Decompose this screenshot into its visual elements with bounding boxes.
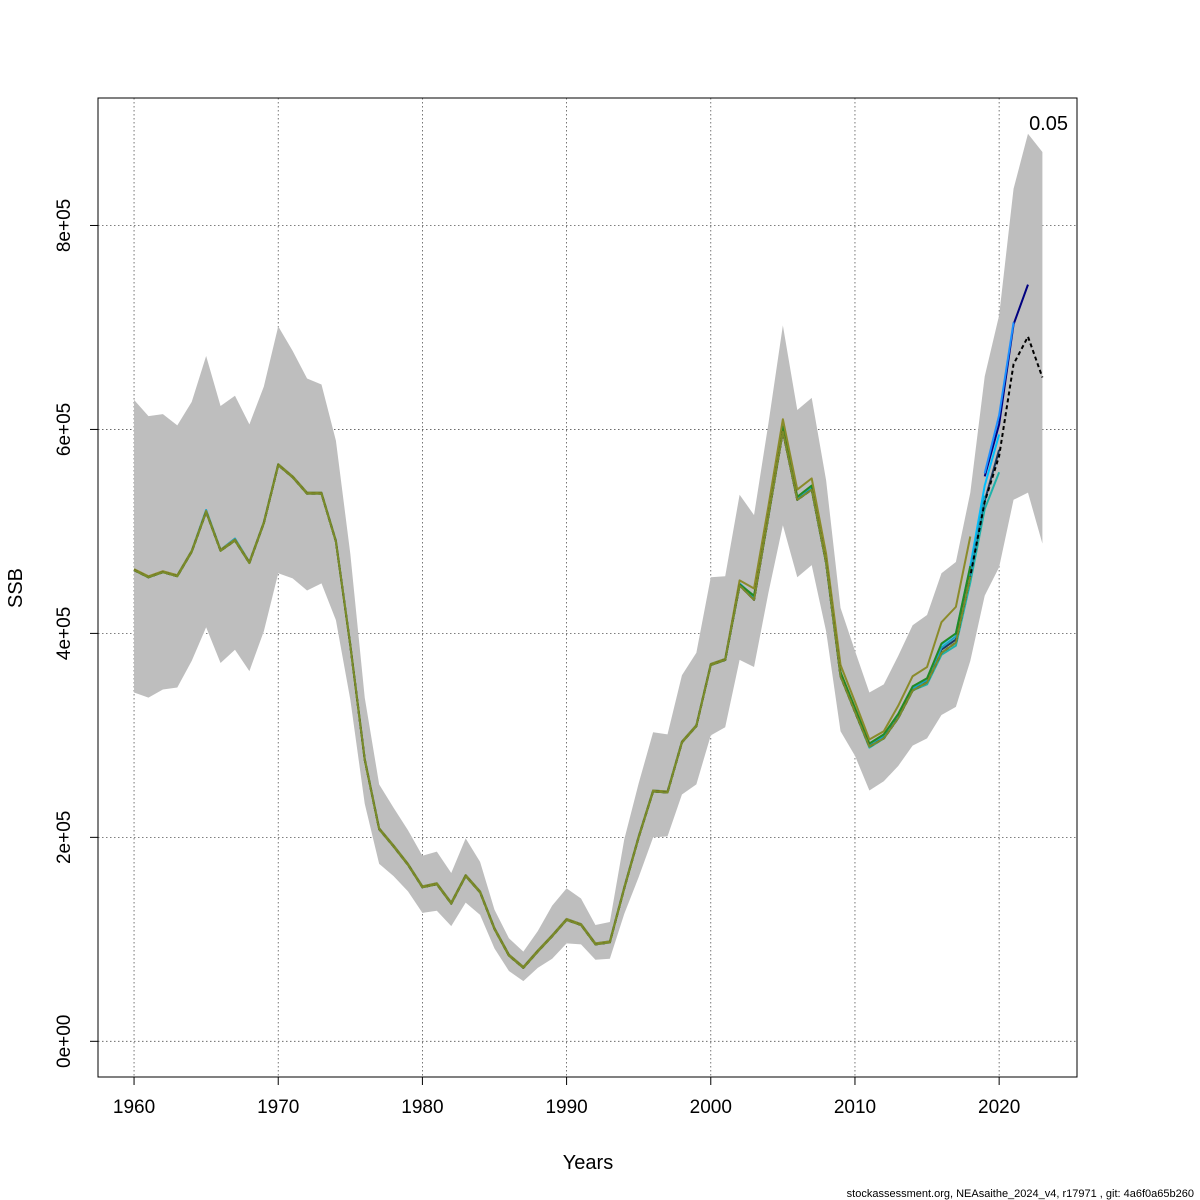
x-axis: 1960 1970 1980 1990 2000 2010 2020 (113, 1076, 1020, 1118)
x-tick-label: 2020 (978, 1097, 1020, 1118)
grid-lines (98, 98, 1077, 1077)
y-axis: 0e+00 2e+05 4e+05 6e+05 8e+05 (54, 199, 99, 1068)
x-axis-label: Years (563, 1152, 613, 1174)
y-tick-label: 2e+05 (54, 811, 75, 864)
series-layer (133, 284, 1044, 969)
x-tick-label: 2000 (690, 1097, 732, 1118)
series-line-historical (133, 430, 972, 969)
y-tick-label: 6e+05 (54, 403, 75, 456)
x-tick-label: 1970 (257, 1097, 299, 1118)
series-line-peel (983, 322, 1015, 474)
footer-credit: stockassessment.org, NEAsaithe_2024_v4, … (847, 1188, 1194, 1200)
annotation-label: 0.05 (1029, 113, 1068, 135)
x-tick-label: 1960 (113, 1097, 155, 1118)
x-tick-label: 1990 (545, 1097, 587, 1118)
x-tick-label: 1980 (401, 1097, 443, 1118)
confidence-band-layer (134, 133, 1043, 982)
y-tick-label: 0e+00 (54, 1015, 75, 1068)
y-tick-label: 4e+05 (54, 607, 75, 660)
confidence-band (134, 133, 1043, 982)
y-axis-label: SSB (5, 568, 27, 608)
y-tick-label: 8e+05 (54, 199, 75, 252)
x-tick-label: 2010 (834, 1097, 876, 1118)
